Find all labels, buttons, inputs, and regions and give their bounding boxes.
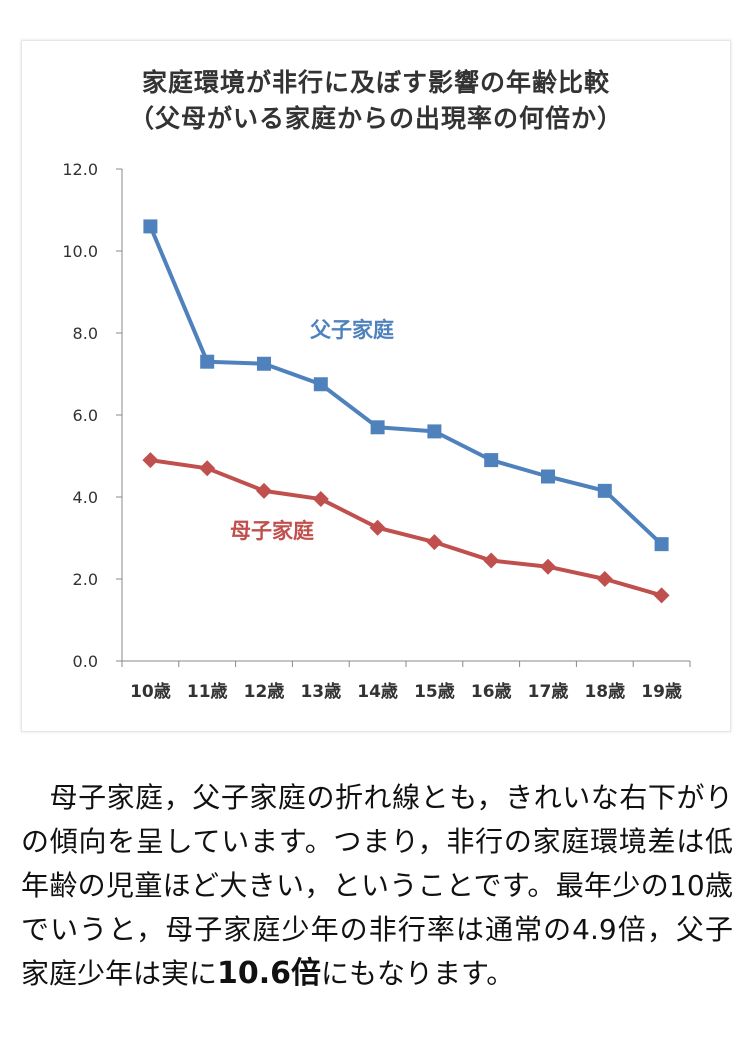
- data-point: [143, 219, 158, 234]
- data-point: [370, 420, 385, 435]
- data-point: [654, 537, 669, 552]
- data-point: [653, 587, 670, 604]
- x-tick-label: 12歳: [244, 681, 285, 702]
- data-point: [200, 354, 215, 369]
- data-point: [596, 571, 613, 587]
- data-point: [540, 558, 556, 575]
- data-point: [256, 482, 272, 499]
- data-point: [484, 453, 499, 468]
- series-line: [150, 458, 663, 598]
- data-point: [313, 377, 328, 392]
- y-tick-label: 12.0: [62, 160, 98, 179]
- line-chart: 0.0 2.0 4.0 6.0 8.0 10.0 12.0 10歳 11歳 12歳 13歳 14歳 15…: [62, 160, 691, 702]
- data-point: [597, 483, 612, 498]
- series-line: [148, 225, 663, 546]
- article-body: 母子家庭，父子家庭の折れ線とも，きれいな右下がりの傾向を呈しています。つまり，非…: [21, 781, 733, 990]
- x-tick-label: 16歳: [471, 681, 512, 702]
- data-point: [142, 452, 159, 469]
- y-tick-label: 0.0: [73, 652, 98, 671]
- data-point: [427, 424, 442, 439]
- data-point: [257, 356, 271, 371]
- series-label: 父子家庭: [310, 318, 394, 342]
- article-ending: にもなります。: [321, 957, 515, 990]
- y-tick-label: 2.0: [73, 570, 98, 589]
- data-point: [199, 460, 216, 477]
- x-tick-label: 15歳: [414, 681, 455, 702]
- article-text: 母子家庭，父子家庭の折れ線とも，きれいな右下がりの傾向を呈しています。つまり，非…: [21, 776, 733, 996]
- chart-subtitle: （父母がいる家庭からの出現率の何倍か）: [128, 104, 623, 133]
- chart-card: 家庭環境が非行に及ぼす影響の年齢比較 （父母がいる家庭からの出現率の何倍か） 0…: [21, 40, 731, 732]
- y-tick-label: 6.0: [73, 406, 98, 425]
- x-tick-label: 10歳: [130, 681, 171, 702]
- data-point: [483, 552, 500, 569]
- x-tick-label: 17歳: [528, 681, 569, 702]
- article-emphasis: 10.6倍: [217, 956, 322, 991]
- series-label: 母子家庭: [230, 519, 314, 543]
- chart-title: 家庭環境が非行に及ぼす影響の年齢比較: [141, 68, 610, 97]
- y-tick-label: 8.0: [73, 324, 98, 343]
- data-point: [426, 534, 443, 551]
- data-point: [369, 519, 386, 536]
- x-tick-label: 18歳: [584, 681, 625, 702]
- x-tick-label: 14歳: [357, 681, 398, 702]
- data-point: [541, 469, 555, 484]
- article-paragraph: 母子家庭，父子家庭の折れ線とも，きれいな右下がりの傾向を呈しています。つまり，非…: [21, 776, 733, 996]
- y-tick-label: 4.0: [73, 488, 98, 507]
- y-tick-label: 10.0: [62, 242, 98, 261]
- data-point: [312, 491, 329, 508]
- x-tick-label: 13歳: [300, 681, 341, 702]
- x-tick-label: 11歳: [187, 681, 228, 702]
- x-tick-label: 19歳: [641, 681, 682, 702]
